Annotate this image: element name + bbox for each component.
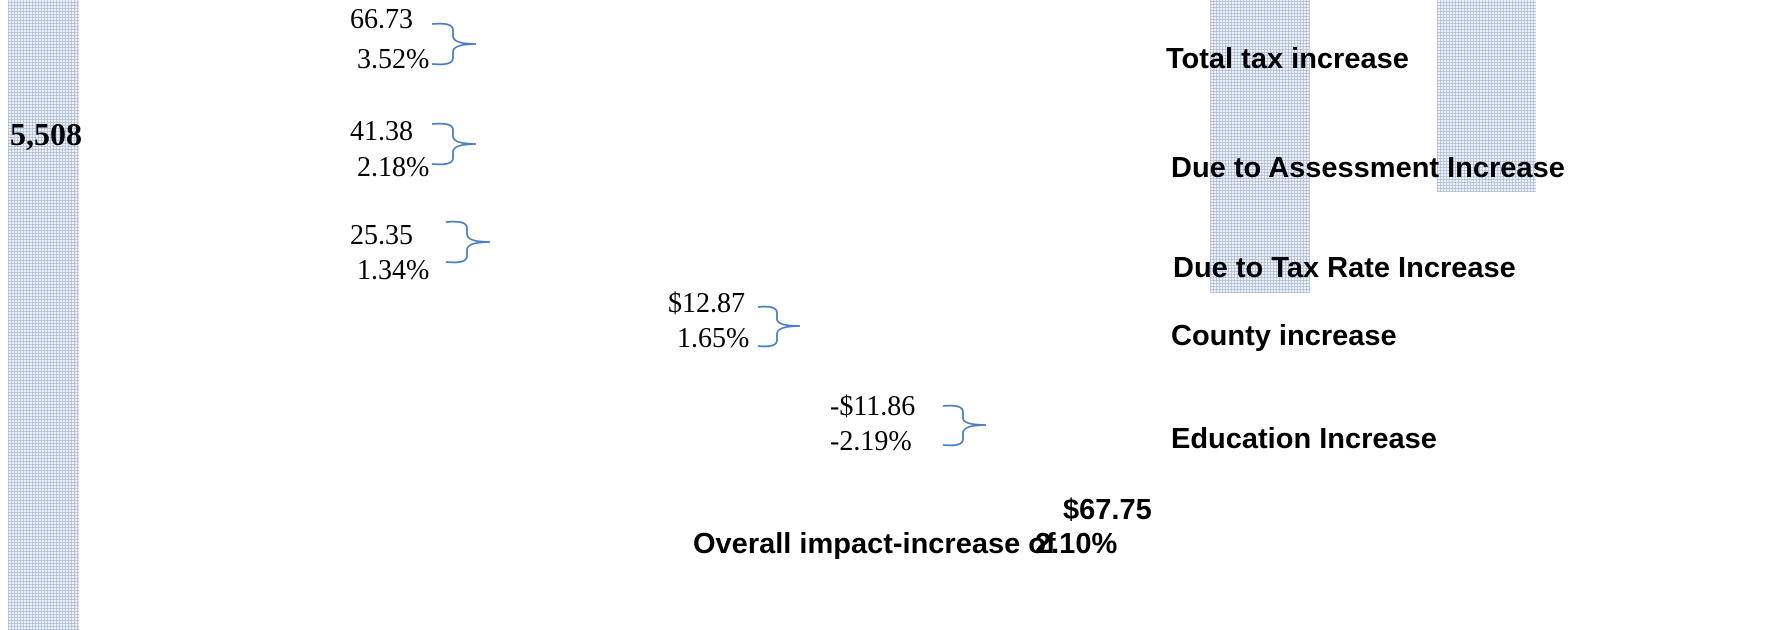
overall-label: Overall impact-increase of bbox=[693, 528, 1056, 560]
row-amount: 25.35 bbox=[350, 220, 413, 251]
row-amount: -$11.86 bbox=[830, 391, 916, 422]
row-percent: 2.18% bbox=[357, 152, 430, 183]
row-percent: 1.34% bbox=[357, 255, 430, 286]
brace-icon bbox=[757, 305, 801, 348]
row-label: Total tax increase bbox=[1166, 43, 1409, 75]
row-percent: 3.52% bbox=[357, 44, 430, 75]
brace-icon bbox=[431, 122, 477, 166]
row-amount: 41.38 bbox=[350, 116, 413, 147]
row-percent: 1.65% bbox=[677, 323, 750, 354]
hatched-bar-left bbox=[8, 0, 79, 630]
row-label: Due to Assessment Increase bbox=[1171, 152, 1565, 184]
base-value: 5,508 bbox=[10, 116, 82, 152]
row-amount: $12.87 bbox=[668, 288, 745, 319]
brace-icon bbox=[431, 22, 477, 66]
row-label: Education Increase bbox=[1171, 423, 1437, 455]
hatched-bar-right-1 bbox=[1210, 0, 1310, 293]
row-label: County increase bbox=[1171, 320, 1397, 352]
overall-percent: 2.10% bbox=[1035, 528, 1118, 560]
row-amount: 66.73 bbox=[350, 4, 413, 35]
brace-icon bbox=[445, 220, 491, 264]
brace-icon bbox=[942, 404, 987, 447]
row-label: Due to Tax Rate Increase bbox=[1173, 252, 1516, 284]
overall-amount: $67.75 bbox=[1063, 494, 1152, 526]
row-percent: -2.19% bbox=[830, 426, 912, 457]
hatched-bar-right-2 bbox=[1437, 0, 1536, 192]
